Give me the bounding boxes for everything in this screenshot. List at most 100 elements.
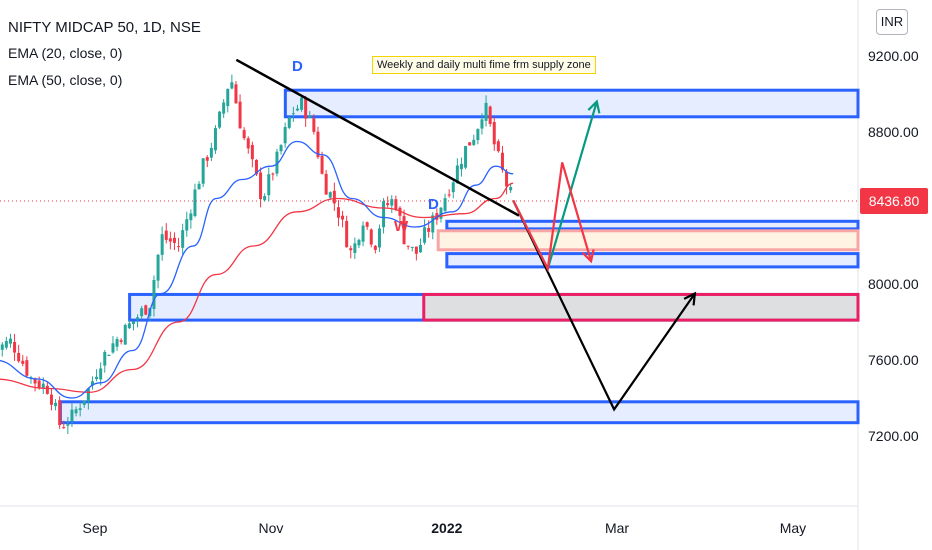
candle-body	[439, 207, 443, 219]
candle-body	[70, 409, 74, 422]
candle-body	[66, 424, 70, 426]
pattern-label-d2: D	[428, 196, 439, 213]
candle-body	[410, 246, 414, 248]
candle-body	[115, 339, 119, 347]
candle-body	[246, 138, 250, 149]
candle-body	[103, 351, 107, 366]
candle-body	[136, 317, 140, 320]
candle-body	[279, 145, 283, 152]
candle-body	[95, 376, 99, 380]
candle-body	[283, 127, 287, 144]
symbol-title: NIFTY MIDCAP 50, 1D, NSE	[8, 19, 201, 36]
candle-body	[238, 101, 242, 129]
currency-button[interactable]: INR	[876, 9, 908, 35]
zone-gray-5	[422, 292, 860, 322]
candle-body	[464, 146, 468, 168]
zone-blue-6	[58, 400, 860, 425]
last-price-tag: 8436.80	[860, 188, 928, 214]
ema50-legend[interactable]: EMA (50, close, 0)	[8, 72, 123, 88]
candle-body	[386, 203, 390, 206]
candle-body	[205, 157, 209, 161]
candle-body	[74, 409, 78, 414]
candle-body	[382, 201, 386, 228]
candle-body	[168, 238, 172, 242]
time-tick-label: Nov	[258, 520, 284, 536]
candle-body	[468, 142, 472, 146]
zone-blue-1	[445, 219, 860, 231]
candle-body	[418, 244, 422, 253]
candle-body	[177, 246, 181, 248]
candle-body	[107, 355, 111, 357]
candle-body	[431, 215, 435, 233]
candle-body	[414, 246, 418, 254]
ema50-line	[0, 182, 514, 393]
candle-body	[54, 402, 58, 407]
candle-body	[271, 173, 275, 175]
resistance-trendline	[235, 58, 520, 217]
candle-body	[316, 131, 320, 158]
candle-body	[373, 245, 377, 250]
candle-body	[287, 117, 291, 128]
candle-body	[320, 155, 324, 174]
candle-body	[86, 388, 90, 402]
candle-body	[484, 102, 488, 121]
candle-body	[8, 338, 12, 344]
projection-red-arrowhead	[581, 249, 595, 264]
candle-body	[49, 394, 53, 405]
candle-body	[21, 360, 25, 364]
candle-body	[390, 199, 394, 206]
candles	[0, 74, 513, 435]
candle-body	[185, 219, 189, 231]
time-tick-label: 2022	[431, 520, 463, 536]
candle-body	[406, 245, 410, 247]
candle-body	[90, 381, 94, 386]
candle-body	[123, 324, 127, 345]
candle-body	[459, 163, 463, 170]
projection-black-arrowhead	[683, 291, 697, 306]
time-tick-label: Mar	[604, 520, 630, 536]
candle-body	[455, 165, 459, 184]
candle-body	[377, 228, 381, 248]
candle-body	[427, 228, 431, 232]
price-tick-label: 7200.00	[868, 428, 919, 444]
candle-body	[361, 225, 365, 242]
ema20-legend[interactable]: EMA (20, close, 0)	[8, 45, 123, 61]
candle-body	[37, 380, 41, 388]
candle-body	[62, 427, 66, 429]
candle-body	[250, 144, 254, 160]
candle-body	[230, 82, 234, 89]
candle-body	[267, 174, 271, 196]
candle-body	[33, 378, 37, 384]
candle-body	[328, 192, 332, 198]
candle-body	[172, 237, 176, 243]
price-tick-label: 8800.00	[868, 124, 919, 140]
candle-body	[218, 111, 222, 128]
candle-body	[394, 199, 398, 210]
candle-body	[345, 220, 349, 248]
candle-body	[164, 230, 168, 240]
ema20-line	[0, 140, 514, 399]
candle-body	[476, 129, 480, 141]
candle-body	[423, 227, 427, 243]
candle-body	[29, 377, 33, 379]
time-tick-label: Sep	[82, 520, 108, 536]
candle-body	[369, 229, 373, 245]
candle-body	[160, 234, 164, 255]
candle-body	[222, 102, 226, 114]
candle-body	[201, 158, 205, 184]
candle-body	[181, 230, 185, 248]
price-tick-label: 7600.00	[868, 352, 919, 368]
candle-body	[357, 239, 361, 246]
candle-body	[324, 173, 328, 195]
candle-body	[259, 172, 263, 200]
price-tick-label: 8000.00	[868, 276, 919, 292]
candle-body	[488, 106, 492, 124]
candle-body	[13, 341, 17, 353]
candle-body	[0, 344, 4, 350]
pattern-label-d1: D	[292, 58, 303, 75]
candle-body	[275, 151, 279, 174]
candle-body	[291, 113, 295, 115]
candle-body	[119, 340, 123, 342]
projection-red	[512, 162, 593, 273]
